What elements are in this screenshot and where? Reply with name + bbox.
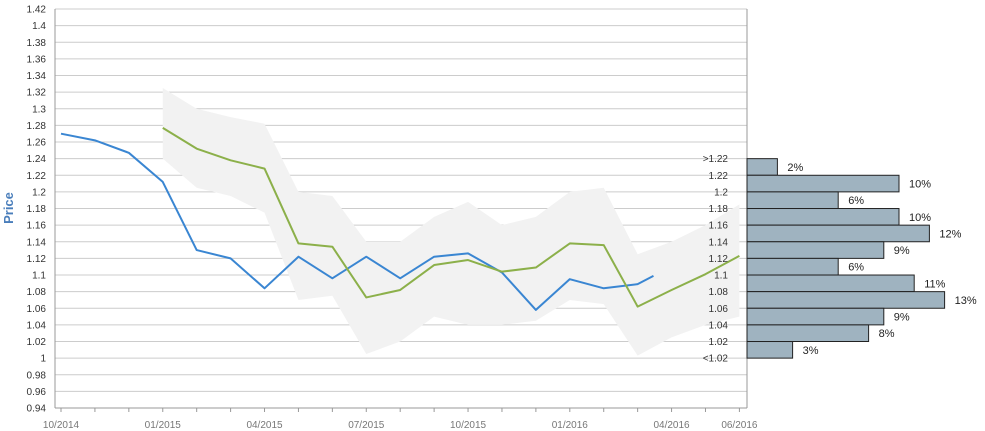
- x-tick-label: 01/2015: [145, 420, 182, 431]
- price-distribution: >1.22 1.22 2% 1.2 10% 1.18 6% 1.16 10% 1.14 12% 1.1…: [703, 154, 977, 365]
- y-tick-label: 1.1: [32, 271, 46, 282]
- y-tick-label: 1.08: [27, 287, 47, 298]
- y-tick-label: 1.38: [27, 38, 47, 49]
- y-axis-ticks: 1.42 1.4 1.38 1.36 1.34 1.32 1.3 1.28 1.26 1.24 1.…: [27, 5, 47, 415]
- distribution-bin-label: 1.02: [709, 337, 729, 348]
- y-tick-label: 1.02: [27, 337, 47, 348]
- distribution-percent-label: 10%: [909, 212, 931, 224]
- distribution-bar: [746, 241, 885, 259]
- y-tick-label: 1.14: [27, 237, 47, 248]
- distribution-bin-label: <1.02: [703, 354, 729, 365]
- distribution-bin-label: 1.14: [709, 237, 729, 248]
- y-tick-label: 1.18: [27, 204, 47, 215]
- y-tick-label: 0.94: [27, 404, 47, 415]
- y-tick-label: 1.16: [27, 221, 47, 232]
- distribution-bin-label: 1.22: [709, 171, 729, 182]
- distribution-bar: [746, 307, 885, 326]
- distribution-percent-label: 6%: [848, 262, 864, 274]
- distribution-bar: [746, 191, 839, 209]
- distribution-bin-label: 1.08: [709, 287, 729, 298]
- forecast-price-line: [162, 127, 740, 308]
- y-tick-label: 1.26: [27, 138, 47, 149]
- distribution-percent-label: 11%: [924, 278, 945, 290]
- x-axis-ticks: 10/2014 01/2015 04/2015 07/2015 10/2015 01/20…: [43, 408, 758, 431]
- distribution-bin-label: 1.04: [709, 320, 729, 331]
- y-tick-label: 1.04: [27, 320, 47, 331]
- actual-price-line: [60, 132, 654, 311]
- x-tick-label: 06/2016: [721, 420, 758, 431]
- distribution-bar: [746, 274, 915, 293]
- distribution-bar: [746, 324, 870, 342]
- distribution-bin-label: 1.18: [709, 204, 729, 215]
- distribution-bin-label: 1.12: [709, 254, 729, 265]
- distribution-bar: [746, 291, 946, 309]
- distribution-percent-label: 9%: [894, 245, 910, 257]
- distribution-bin-label: 1.06: [709, 304, 729, 315]
- distribution-bar: [746, 158, 778, 176]
- distribution-bar: [746, 174, 900, 193]
- distribution-bin-label: 1.2: [714, 187, 728, 198]
- y-tick-label: 1.22: [27, 171, 47, 182]
- x-tick-label: 07/2015: [348, 420, 385, 431]
- y-tick-label: 1.32: [27, 88, 47, 99]
- y-tick-label: 1.28: [27, 121, 47, 132]
- distribution-bar: [746, 257, 839, 276]
- y-tick-label: 1.34: [27, 71, 47, 82]
- distribution-bar: [746, 341, 794, 359]
- y-tick-label: 1: [40, 354, 46, 365]
- distribution-percent-label: 3%: [803, 345, 819, 357]
- y-tick-label: 1.3: [32, 104, 46, 115]
- y-tick-label: 1.2: [32, 187, 46, 198]
- x-tick-label: 01/2016: [552, 420, 589, 431]
- distribution-percent-label: 6%: [848, 195, 864, 207]
- distribution-bin-label: >1.22: [703, 154, 729, 165]
- distribution-bar: [746, 208, 900, 226]
- distribution-percent-label: 9%: [894, 312, 910, 324]
- series-lines: [60, 127, 740, 311]
- distribution-percent-label: 13%: [955, 295, 977, 307]
- x-tick-label: 10/2014: [43, 420, 80, 431]
- x-tick-label: 04/2016: [653, 420, 690, 431]
- distribution-bar: [746, 224, 930, 243]
- y-axis-title: Price: [1, 192, 16, 224]
- distribution-percent-label: 12%: [939, 228, 961, 240]
- distribution-percent-label: 10%: [909, 179, 931, 191]
- distribution-bin-label: 1.1: [714, 271, 728, 282]
- y-tick-label: 1.36: [27, 54, 47, 65]
- y-tick-label: 1.06: [27, 304, 47, 315]
- distribution-bin-label: 1.16: [709, 221, 729, 232]
- y-tick-label: 1.42: [27, 5, 47, 16]
- x-tick-label: 04/2015: [246, 420, 283, 431]
- y-tick-label: 1.12: [27, 254, 47, 265]
- x-tick-label: 10/2015: [450, 420, 487, 431]
- y-tick-label: 1.24: [27, 154, 47, 165]
- distribution-percent-label: 8%: [879, 328, 895, 340]
- distribution-percent-label: 2%: [787, 162, 803, 174]
- y-tick-label: 0.98: [27, 370, 47, 381]
- confidence-band: [162, 87, 740, 356]
- y-tick-label: 0.96: [27, 387, 47, 398]
- y-tick-label: 1.4: [32, 21, 46, 32]
- forecast-range-band: [162, 87, 740, 356]
